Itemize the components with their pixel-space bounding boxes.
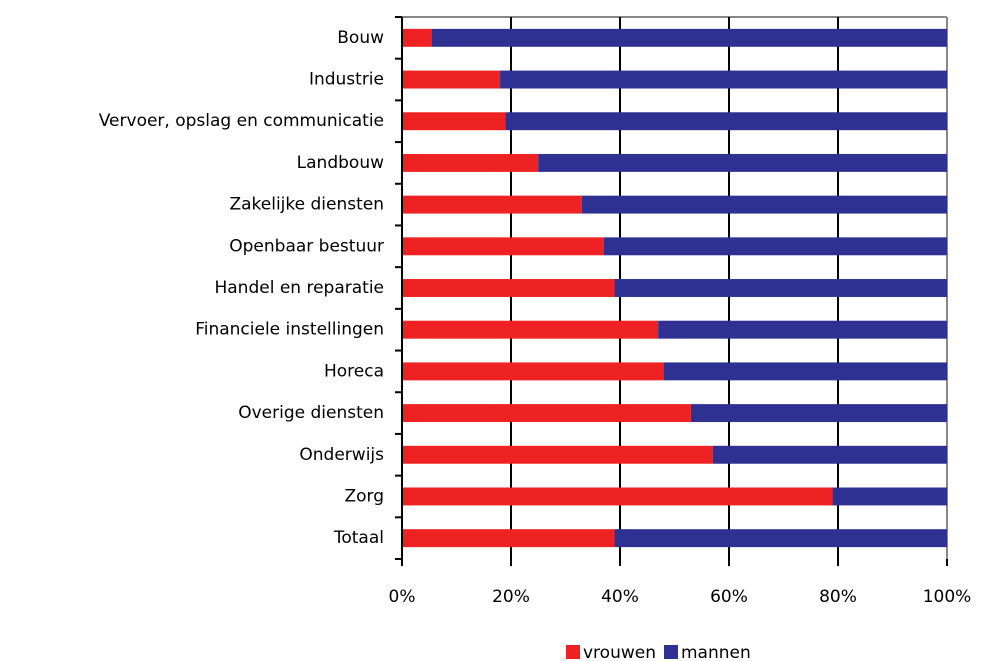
y-tick-label: Landbouw	[297, 153, 384, 173]
bar-segment	[505, 112, 947, 131]
y-tick-label: Overige diensten	[238, 403, 384, 423]
y-tick-label: Financiele instellingen	[195, 320, 384, 340]
bar-segment	[402, 529, 615, 548]
x-tick-label: 20%	[492, 587, 530, 607]
bar-segment	[402, 28, 432, 47]
bar-segment	[402, 279, 615, 297]
bar-segment	[603, 237, 947, 256]
y-tick-label: Horeca	[324, 361, 384, 381]
bar-segment	[402, 195, 582, 214]
bar-segment	[500, 70, 947, 89]
x-tick-label: 60%	[710, 587, 748, 607]
bar-segment	[402, 362, 664, 381]
legend-label: vrouwen	[583, 643, 656, 661]
bar-segment	[402, 487, 833, 506]
y-tick-label: Totaal	[333, 528, 384, 548]
y-tick-label: Zakelijke diensten	[229, 195, 384, 215]
x-tick-label: 80%	[819, 587, 857, 607]
bar-segment	[402, 237, 604, 256]
bar-segment	[658, 320, 947, 339]
y-tick-label: Zorg	[344, 486, 384, 506]
bar-segment	[832, 487, 947, 506]
bar-segment	[431, 28, 948, 47]
x-tick-label: 100%	[923, 587, 972, 607]
bar-segment	[581, 195, 947, 214]
x-tick-label: 40%	[601, 587, 639, 607]
y-tick-label: Bouw	[337, 28, 384, 48]
bar-segment	[402, 445, 713, 464]
x-tick-label: 0%	[389, 587, 416, 607]
legend-swatch	[664, 645, 678, 659]
y-tick-label: Vervoer, opslag en communicatie	[99, 111, 384, 131]
y-tick-label: Handel en reparatie	[214, 278, 384, 298]
bar-segment	[402, 404, 691, 423]
bar-segment	[402, 70, 501, 89]
bar-segment	[690, 404, 947, 423]
bar-segment	[663, 362, 947, 381]
bar-segment	[712, 445, 947, 464]
y-tick-label: Openbaar bestuur	[229, 236, 384, 256]
bar-segment	[614, 279, 947, 297]
bar-segment	[402, 112, 506, 131]
bar-segment	[402, 320, 659, 339]
y-tick-label: Onderwijs	[299, 445, 384, 465]
y-tick-label: Industrie	[309, 70, 384, 90]
bar-segment	[402, 153, 539, 172]
legend-swatch	[566, 645, 580, 659]
legend-label: mannen	[681, 643, 751, 661]
bar-segment	[538, 153, 947, 172]
bar-segment	[614, 529, 947, 548]
